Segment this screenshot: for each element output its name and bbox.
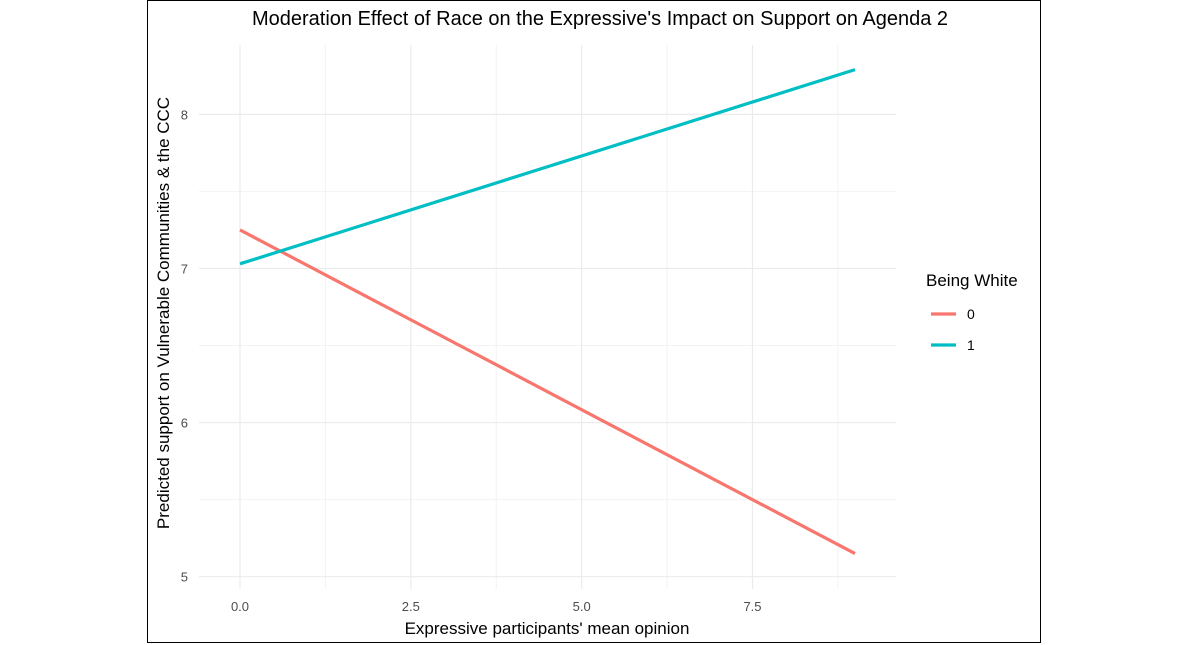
y-tick-label: 6 [181,416,188,431]
legend-label-0: 0 [967,306,975,322]
x-tick-label: 5.0 [573,599,591,614]
series-line-1 [239,68,856,266]
y-tick-label: 7 [181,261,188,276]
legend: Being White 0 1 [926,271,1018,353]
line-chart: Moderation Effect of Race on the Express… [154,8,1018,638]
y-tick-label: 5 [181,570,188,585]
x-axis-ticks: 0.0 2.5 5.0 7.5 [231,599,762,614]
x-tick-label: 0.0 [231,599,249,614]
legend-title: Being White [926,271,1018,290]
series-line-0 [239,228,856,555]
major-gridlines [199,45,896,589]
x-tick-label: 7.5 [743,599,761,614]
x-tick-label: 2.5 [402,599,420,614]
x-axis-label: Expressive participants' mean opinion [405,619,690,638]
series-lines [239,68,856,555]
chart-title: Moderation Effect of Race on the Express… [252,8,948,30]
chart-frame: Moderation Effect of Race on the Express… [147,0,1041,643]
y-tick-label: 8 [181,107,188,122]
y-axis-ticks: 5 6 7 8 [181,107,188,584]
y-axis-label: Predicted support on Vulnerable Communit… [154,97,173,529]
legend-label-1: 1 [967,337,975,353]
minor-gridlines [199,45,896,589]
